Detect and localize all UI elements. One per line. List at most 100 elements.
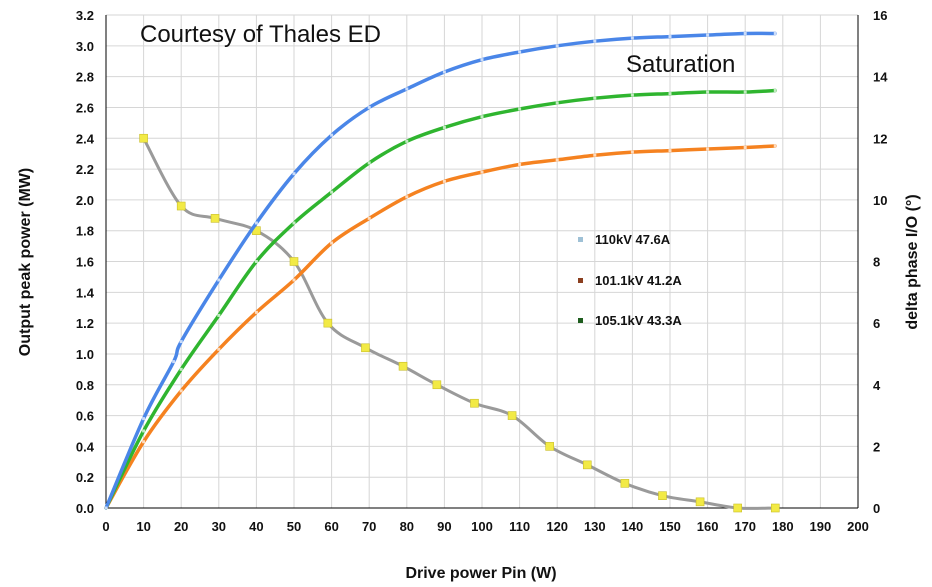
series-105kv-point [142,429,146,433]
series-105kv-point [593,96,597,100]
axes: 0 10 20 30 40 50 60 70 80 90 100 110 120 130 140 150 160… [76,8,888,534]
x-tick-label: 130 [584,519,606,534]
x-tick-label: 150 [659,519,681,534]
series-delta-phase [139,133,780,513]
series-105kv-point [480,115,484,119]
series-110kv-point [330,133,334,137]
x-tick-label: 20 [174,519,188,534]
annotation-courtesy: Courtesy of Thales ED [140,21,381,48]
x-axis-title: Drive power Pin (W) [405,565,556,582]
legend-marker-110kv [578,237,583,242]
y-tick-label: 3.2 [76,8,94,23]
series-110kv-point [480,58,484,62]
series-105kv-point [442,125,446,129]
y2-tick-label: 12 [873,131,887,146]
y-tick-label: 2.2 [76,162,94,177]
grid [105,14,859,509]
delta-phase-point [545,442,554,451]
x-tick-label: 80 [400,519,414,534]
series-101kv-point [743,145,747,149]
y-tick-label: 0.4 [76,439,95,454]
series-layer [104,31,780,513]
series-110kv-point [706,33,710,37]
y-tick-label: 1.4 [76,285,95,300]
series-105kv-point [179,367,183,371]
y2-axis-title: delta phase I/O (°) [904,194,921,329]
series-101kv-point [518,162,522,166]
x-tick-label: 40 [249,519,263,534]
y-tick-label: 1.8 [76,224,94,239]
y2-tick-label: 16 [873,8,887,23]
series-105kv-point [773,88,777,92]
series-101kv-point [367,216,371,220]
delta-phase-point [770,503,780,513]
x-tick-label: 70 [362,519,376,534]
series-101kv-point [668,149,672,153]
x-tick-label: 120 [546,519,568,534]
series-110kv-point [405,87,409,91]
delta-phase-point [210,214,220,223]
series-105kv-point [668,92,672,96]
series-101kv-point [630,150,634,154]
series-110kv-point [593,39,597,43]
series-101kv-point [217,347,221,351]
legend: 110kV 47.6A 101.1kV 41.2A 105.1kV 43.3A [578,232,682,328]
series-105kv-point [555,101,559,105]
delta-phase-point [176,201,186,211]
x-tick-label: 0 [102,519,109,534]
x-tick-label: 90 [437,519,451,534]
delta-phase-point [432,380,442,390]
series-110kv-point [179,340,183,344]
series-110kv-point [142,417,146,421]
delta-phase-point [582,460,592,470]
series-101kv-point [442,179,446,183]
series-101kv-point [254,310,258,314]
series-101kv-point [555,158,559,162]
y2-tick-label: 14 [873,70,888,85]
x-tick-label: 60 [324,519,338,534]
series-110kv-point [743,31,747,35]
x-tick-label: 160 [697,519,719,534]
delta-phase-point [507,411,517,420]
series-101kv-point [706,147,710,151]
series-105kv-point [367,161,371,165]
x-tick-label: 180 [772,519,794,534]
series-110kv-point [442,70,446,74]
series-105kv-point [292,221,296,225]
series-110kv-point [172,360,176,364]
y2-tick-label: 0 [873,501,880,516]
series-110kv-point [630,36,634,40]
y-tick-label: 2.6 [76,100,94,115]
delta-phase-point [733,503,742,513]
y-tick-label: 0.0 [76,501,94,516]
x-tick-label: 110 [509,519,530,534]
series-105kv-point [706,90,710,94]
delta-phase-point [620,479,630,488]
y2-tick-label: 8 [873,255,880,270]
x-tick-label: 50 [287,519,301,534]
y-tick-label: 2.8 [76,70,94,85]
series-105kv-point [330,190,334,194]
series-110kv-point [367,105,371,109]
y-tick-label: 2.0 [76,193,94,208]
series-101kv-point [405,195,409,199]
series-110kv [104,31,778,510]
series-101kv-point [330,241,334,245]
series-110kv-point [555,44,559,48]
x-tick-label: 200 [847,519,869,534]
delta-phase-point [470,398,479,408]
series-110kv-point [292,172,296,176]
y-tick-label: 1.2 [76,316,94,331]
delta-phase-point [289,257,299,266]
x-tick-label: 100 [471,519,493,534]
delta-phase-point [658,491,667,500]
y-tick-label: 0.2 [76,470,94,485]
series-110kv-point [104,506,108,510]
annotation-saturation: Saturation [626,51,735,78]
series-101kv-point [179,389,183,393]
legend-marker-105kv [578,318,583,323]
series-110kv-line [104,31,778,510]
legend-label-105kv: 105.1kV 43.3A [595,313,682,328]
series-105kv-point [405,139,409,143]
